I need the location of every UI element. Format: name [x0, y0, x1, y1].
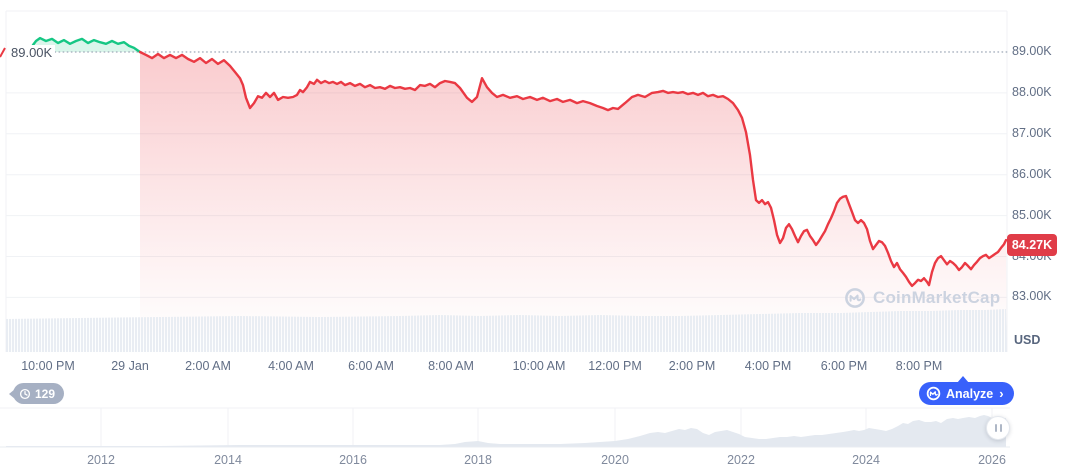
badge-pointer [9, 388, 15, 399]
drag-handle-bar [994, 424, 997, 432]
minimap-scrub-handle[interactable] [986, 416, 1010, 440]
analyze-button[interactable]: Analyze › [919, 376, 1014, 405]
drag-handle-bar [999, 424, 1002, 432]
coinmarketcap-logo-icon [926, 386, 941, 401]
history-count: 129 [35, 386, 56, 401]
history-count-badge[interactable]: 129 [9, 383, 65, 404]
currency-unit-toggle[interactable]: USD [1014, 333, 1041, 347]
analyze-label: Analyze [946, 386, 994, 401]
chevron-right-icon: › [999, 386, 1004, 401]
clock-history-icon [19, 388, 31, 399]
tooltip-pointer [957, 376, 969, 383]
